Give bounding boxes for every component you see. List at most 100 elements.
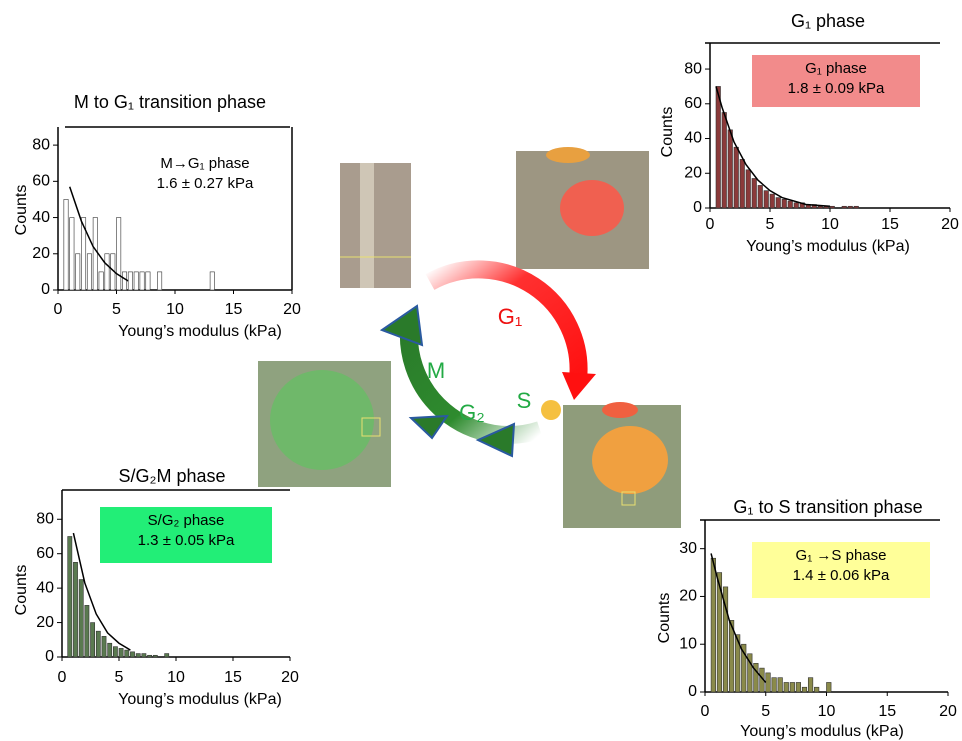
- x-tick-label: 20: [283, 301, 301, 318]
- cell-image: [360, 163, 374, 288]
- y-tick-label: 20: [684, 164, 702, 181]
- chart-title: G₁ phase: [791, 11, 865, 31]
- bar: [153, 655, 157, 657]
- y-tick-label: 10: [679, 635, 697, 652]
- bar: [122, 272, 126, 290]
- bar: [790, 682, 795, 692]
- annotation: 1.3 ± 0.05 kPa: [138, 532, 235, 549]
- cell-images: [258, 147, 681, 528]
- x-tick-label: 0: [58, 669, 67, 686]
- bar: [796, 682, 801, 692]
- bar: [119, 648, 123, 657]
- bar: [766, 673, 771, 692]
- bar: [165, 654, 169, 657]
- bar: [711, 558, 716, 692]
- y-tick-label: 30: [679, 540, 697, 557]
- y-tick-label: 40: [684, 130, 702, 147]
- x-tick-label: 10: [167, 669, 185, 686]
- bar: [722, 112, 727, 208]
- bar: [128, 272, 132, 290]
- bar: [210, 272, 214, 290]
- cell-image: [592, 426, 668, 494]
- bar: [848, 206, 853, 208]
- x-tick-label: 15: [224, 669, 242, 686]
- phase-label: S: [517, 388, 532, 413]
- bar: [740, 159, 745, 208]
- annotation: M→G₁ phase: [160, 155, 249, 172]
- s-marker: [541, 400, 561, 420]
- bar: [73, 562, 77, 657]
- bar: [754, 663, 759, 692]
- bar: [752, 178, 757, 208]
- bar: [117, 218, 121, 290]
- y-tick-label: 40: [32, 209, 50, 226]
- x-tick-label: 20: [281, 669, 299, 686]
- y-tick-label: 0: [693, 199, 702, 216]
- x-axis-label: Young’s modulus (kPa): [746, 238, 910, 255]
- x-tick-label: 15: [881, 216, 899, 233]
- phase-label: G₂: [459, 400, 485, 425]
- bar: [70, 218, 74, 290]
- x-tick-label: 10: [818, 703, 836, 720]
- bar: [778, 678, 783, 692]
- x-tick-label: 20: [941, 216, 959, 233]
- bar: [79, 580, 83, 657]
- y-tick-label: 20: [36, 614, 54, 631]
- annotation: G₁ phase: [805, 60, 867, 77]
- x-tick-label: 15: [225, 301, 243, 318]
- arrowhead: [562, 372, 596, 400]
- cell-image: [340, 163, 411, 288]
- x-tick-label: 10: [821, 216, 839, 233]
- bar: [808, 678, 813, 692]
- bar: [788, 201, 793, 208]
- bar: [130, 652, 134, 657]
- bar: [76, 254, 80, 290]
- bar: [830, 206, 835, 208]
- chart-title: S/G₂M phase: [118, 466, 225, 486]
- bar: [85, 605, 89, 657]
- arrowhead: [411, 416, 447, 438]
- x-tick-label: 15: [878, 703, 896, 720]
- y-tick-label: 60: [36, 545, 54, 562]
- y-tick-label: 80: [32, 136, 50, 153]
- y-axis-label: Counts: [13, 185, 30, 236]
- bar: [105, 254, 109, 290]
- bar: [99, 272, 103, 290]
- annotation: 1.4 ± 0.06 kPa: [793, 567, 890, 584]
- x-tick-label: 0: [701, 703, 710, 720]
- y-tick-label: 60: [32, 173, 50, 190]
- bar: [68, 536, 72, 657]
- y-axis-label: Counts: [659, 107, 676, 158]
- y-tick-label: 20: [679, 588, 697, 605]
- x-tick-label: 5: [766, 216, 775, 233]
- bar: [93, 218, 97, 290]
- bar: [136, 654, 140, 657]
- y-tick-label: 60: [684, 95, 702, 112]
- cell-image: [546, 147, 590, 163]
- phase-label: G₁: [498, 304, 523, 329]
- bar: [113, 647, 117, 657]
- x-axis-label: Young’s modulus (kPa): [118, 691, 282, 708]
- x-axis-label: Young’s modulus (kPa): [118, 323, 282, 340]
- bar: [784, 682, 789, 692]
- y-axis-label: Counts: [656, 593, 673, 644]
- x-tick-label: 10: [166, 301, 184, 318]
- bar: [802, 687, 807, 692]
- bar: [64, 199, 68, 290]
- cell-image: [270, 370, 374, 470]
- annotation: G₁ →S phase: [796, 547, 887, 564]
- x-tick-label: 0: [706, 216, 715, 233]
- bar: [108, 643, 112, 657]
- bar: [716, 86, 721, 208]
- y-tick-label: 0: [688, 683, 697, 700]
- y-tick-label: 0: [45, 648, 54, 665]
- bar: [794, 203, 799, 208]
- x-tick-label: 5: [112, 301, 121, 318]
- x-tick-label: 5: [115, 669, 124, 686]
- bar: [746, 170, 751, 208]
- y-tick-label: 40: [36, 579, 54, 596]
- bar: [134, 272, 138, 290]
